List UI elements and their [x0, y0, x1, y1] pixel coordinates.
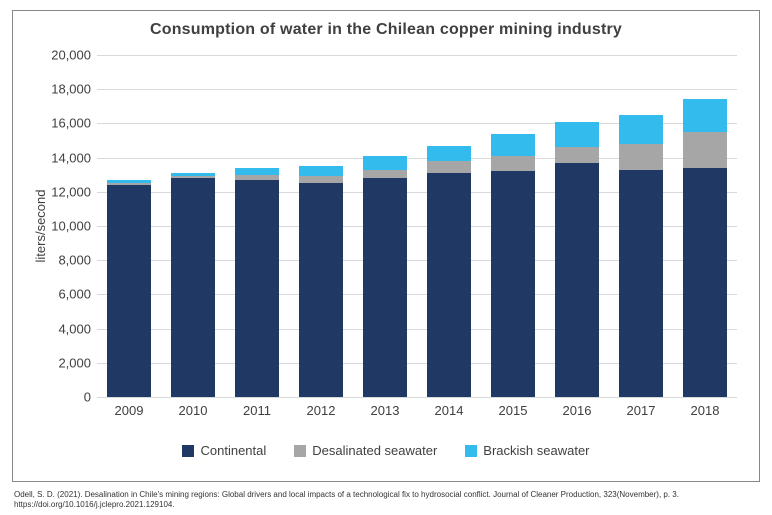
x-tick-label: 2012 [307, 397, 336, 418]
bar-group [555, 55, 599, 397]
bar-segment-continental [619, 170, 663, 397]
bar-group [107, 55, 151, 397]
bar-segment-desalinated-seawater [107, 183, 151, 185]
legend-swatch [294, 445, 306, 457]
legend-label: Continental [200, 443, 266, 458]
bar-segment-continental [555, 163, 599, 397]
x-tick-label: 2018 [691, 397, 720, 418]
y-tick-label: 4,000 [58, 321, 97, 336]
y-axis-label: liters/second [33, 190, 48, 263]
bar-segment-brackish-seawater [171, 173, 215, 176]
bar-segment-desalinated-seawater [683, 132, 727, 168]
bar-segment-desalinated-seawater [619, 144, 663, 170]
chart-frame: Consumption of water in the Chilean copp… [12, 10, 760, 482]
legend-item: Brackish seawater [465, 443, 589, 458]
legend-label: Desalinated seawater [312, 443, 437, 458]
bar-segment-continental [491, 171, 535, 397]
bar-segment-desalinated-seawater [235, 175, 279, 180]
legend-item: Continental [182, 443, 266, 458]
bar-group [235, 55, 279, 397]
x-tick-label: 2016 [563, 397, 592, 418]
bar-segment-brackish-seawater [235, 168, 279, 175]
bars-container [97, 55, 737, 397]
bar-group [299, 55, 343, 397]
x-tick-label: 2011 [243, 397, 271, 418]
bar-group [683, 55, 727, 397]
bar-segment-desalinated-seawater [171, 176, 215, 178]
bar-segment-continental [427, 173, 471, 397]
bar-group [363, 55, 407, 397]
bar-segment-continental [299, 183, 343, 397]
bar-segment-continental [683, 168, 727, 397]
bar-segment-brackish-seawater [363, 156, 407, 170]
y-tick-label: 16,000 [51, 116, 97, 131]
citation-text: Odell, S. D. (2021). Desalination in Chi… [12, 482, 760, 509]
y-tick-label: 18,000 [51, 82, 97, 97]
bar-segment-desalinated-seawater [299, 176, 343, 183]
bar-group [427, 55, 471, 397]
bar-group [619, 55, 663, 397]
bar-segment-brackish-seawater [107, 180, 151, 183]
bar-segment-continental [363, 178, 407, 397]
x-tick-label: 2009 [115, 397, 144, 418]
bar-segment-brackish-seawater [427, 146, 471, 161]
legend: Continental Desalinated seawater Brackish … [13, 443, 759, 458]
legend-item: Desalinated seawater [294, 443, 437, 458]
plot-area: liters/second 02,0004,0006,0008,00010,00… [97, 55, 737, 397]
page: Consumption of water in the Chilean copp… [0, 0, 772, 515]
bar-group [491, 55, 535, 397]
x-tick-label: 2010 [179, 397, 208, 418]
x-tick-label: 2013 [371, 397, 400, 418]
bar-segment-brackish-seawater [299, 166, 343, 176]
bar-segment-continental [107, 185, 151, 397]
x-tick-label: 2015 [499, 397, 528, 418]
legend-swatch [465, 445, 477, 457]
x-tick-label: 2014 [435, 397, 464, 418]
bar-segment-continental [235, 180, 279, 397]
y-tick-label: 6,000 [58, 287, 97, 302]
bar-segment-desalinated-seawater [555, 147, 599, 162]
x-tick-label: 2017 [627, 397, 656, 418]
y-tick-label: 8,000 [58, 253, 97, 268]
y-tick-label: 14,000 [51, 150, 97, 165]
bar-segment-brackish-seawater [619, 115, 663, 144]
bar-segment-desalinated-seawater [427, 161, 471, 173]
bar-segment-brackish-seawater [491, 134, 535, 156]
legend-label: Brackish seawater [483, 443, 589, 458]
y-tick-label: 10,000 [51, 219, 97, 234]
bar-segment-desalinated-seawater [363, 170, 407, 179]
chart-title: Consumption of water in the Chilean copp… [13, 21, 759, 39]
bar-group [171, 55, 215, 397]
legend-swatch [182, 445, 194, 457]
bar-segment-desalinated-seawater [491, 156, 535, 171]
y-tick-label: 20,000 [51, 48, 97, 63]
y-tick-label: 0 [84, 390, 97, 405]
bar-segment-brackish-seawater [683, 99, 727, 131]
y-tick-label: 2,000 [58, 355, 97, 370]
bar-segment-continental [171, 178, 215, 397]
bar-segment-brackish-seawater [555, 122, 599, 148]
y-tick-label: 12,000 [51, 184, 97, 199]
